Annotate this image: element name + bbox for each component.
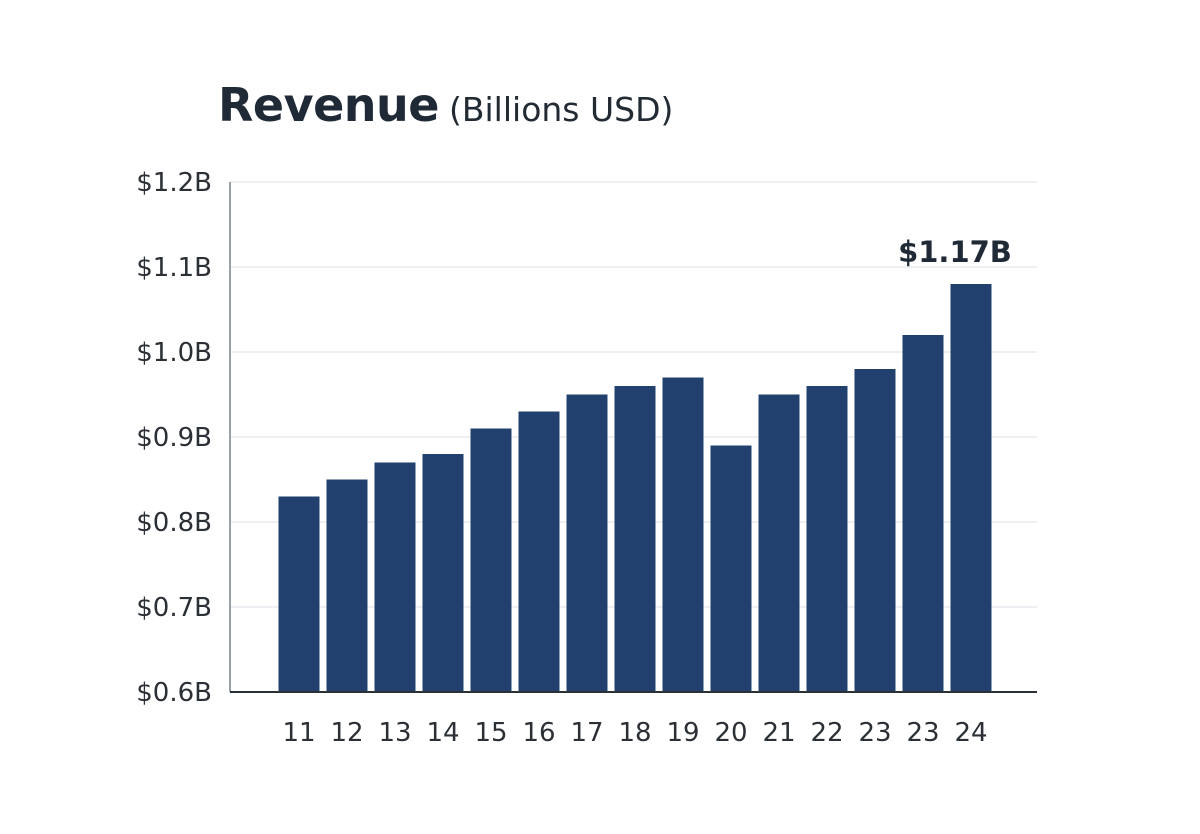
bar [950, 284, 992, 692]
data-labels: $1.17B [898, 235, 1012, 269]
x-tick-label: 19 [666, 718, 699, 748]
bar [806, 386, 848, 692]
bars [278, 284, 992, 692]
axes [229, 182, 1037, 693]
chart-title: Revenue (Billions USD) [218, 78, 673, 132]
bar [662, 377, 704, 692]
x-tick-label: 20 [714, 718, 747, 748]
x-tick-label: 21 [762, 718, 795, 748]
bar [710, 445, 752, 692]
x-tick-label: 12 [330, 718, 363, 748]
x-tick-label: 13 [378, 718, 411, 748]
x-tick-labels: 11 12 13 14 15 16 17 18 19 20 21 22 23 23 24 [282, 718, 987, 748]
chart-title-text: Revenue [218, 78, 440, 132]
y-tick-labels: $0.6B $0.7B $0.8B $0.9B $1.0B $1.1B $1.2B [136, 168, 212, 708]
bar [854, 369, 896, 692]
bar [566, 394, 608, 692]
y-tick-label: $0.8B [136, 508, 212, 538]
y-tick-label: $1.1B [136, 253, 212, 283]
bar [278, 496, 320, 692]
data-label: $1.17B [898, 235, 1012, 269]
x-tick-label: 16 [522, 718, 555, 748]
x-tick-label: 14 [426, 718, 459, 748]
bar [758, 394, 800, 692]
y-tick-label: $0.6B [136, 678, 212, 708]
bar [518, 411, 560, 692]
bar [470, 428, 512, 692]
x-tick-label: 23 [858, 718, 891, 748]
y-tick-label: $1.0B [136, 338, 212, 368]
x-tick-label: 24 [954, 718, 987, 748]
x-tick-label: 22 [810, 718, 843, 748]
bar [614, 386, 656, 692]
x-tick-label: 18 [618, 718, 651, 748]
bar [902, 335, 944, 692]
y-tick-label: $1.2B [136, 168, 212, 198]
x-tick-label: 11 [282, 718, 315, 748]
chart-subtitle: (Billions USD) [449, 90, 674, 129]
x-tick-label: 23 [906, 718, 939, 748]
bar [374, 462, 416, 692]
y-tick-label: $0.7B [136, 593, 212, 623]
x-tick-label: 17 [570, 718, 603, 748]
x-tick-label: 15 [474, 718, 507, 748]
bar [326, 479, 368, 692]
bar [422, 454, 464, 692]
y-tick-label: $0.9B [136, 423, 212, 453]
